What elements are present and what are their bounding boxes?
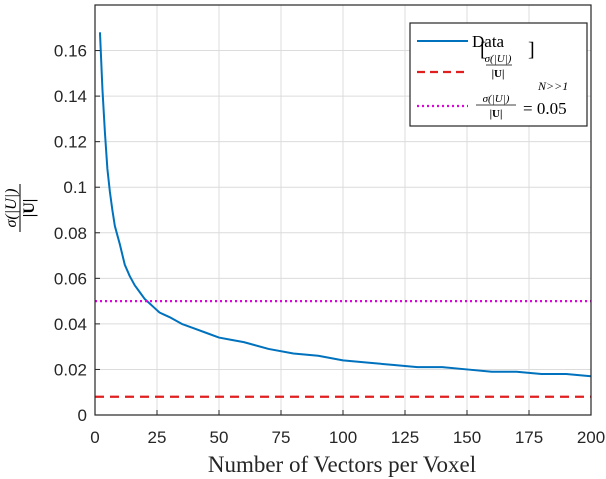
- y-tick-label: 0.16: [54, 42, 87, 61]
- x-tick-label: 125: [391, 428, 419, 447]
- y-axis-label: σ(|U|) |U|: [3, 184, 38, 232]
- x-tick-label: 150: [453, 428, 481, 447]
- y-axis-label-numerator: σ(|U|): [3, 189, 20, 228]
- legend-asymptote-denominator: |U|: [492, 68, 505, 80]
- x-tick-label: 200: [577, 428, 605, 447]
- y-tick-label: 0.14: [54, 87, 87, 106]
- x-tick-label: 100: [329, 428, 357, 447]
- x-tick-label: 0: [90, 428, 99, 447]
- x-tick-label: 25: [148, 428, 167, 447]
- legend-threshold-numerator: σ(|U|): [483, 93, 510, 105]
- svg-text:[: [: [480, 39, 487, 61]
- y-tick-label: 0.02: [54, 360, 87, 379]
- x-axis-label: Number of Vectors per Voxel: [208, 452, 476, 477]
- x-tick-label: 50: [210, 428, 229, 447]
- y-tick-label: 0.08: [54, 224, 87, 243]
- plot-frame: [94, 4, 592, 416]
- y-axis-label-denominator: |U|: [21, 199, 38, 218]
- y-tick-label: 0.1: [63, 178, 87, 197]
- legend-threshold-suffix: = 0.05: [523, 99, 567, 118]
- y-tick-label: 0: [78, 406, 87, 425]
- series-layer: [95, 32, 592, 398]
- legend-label-threshold: σ(|U|) |U| = 0.05: [476, 93, 567, 120]
- y-tick-label: 0.12: [54, 133, 87, 152]
- series-line-data: [98, 32, 592, 378]
- legend-label-data: Data: [472, 32, 505, 51]
- x-tick-label: 75: [272, 428, 291, 447]
- legend-threshold-denominator: |U|: [490, 108, 503, 120]
- legend: Data [ ] σ(|U|) |U| N>>1 σ(|U|) |U| = 0.…: [409, 22, 588, 127]
- tick-labels: 0 25 50 75 100 125 150 175 200 0 0.02 0.04 0.06 0.08 0…: [54, 42, 605, 447]
- y-tick-label: 0.06: [54, 269, 87, 288]
- legend-asymptote-numerator: σ(|U|): [485, 53, 512, 65]
- legend-label-asymptote: [ ] σ(|U|) |U| N>>1: [480, 39, 568, 93]
- x-tick-label: 175: [515, 428, 543, 447]
- svg-text:]: ]: [528, 39, 535, 61]
- legend-asymptote-subscript: N>>1: [537, 79, 568, 93]
- axes: [94, 4, 592, 416]
- y-tick-label: 0.04: [54, 315, 87, 334]
